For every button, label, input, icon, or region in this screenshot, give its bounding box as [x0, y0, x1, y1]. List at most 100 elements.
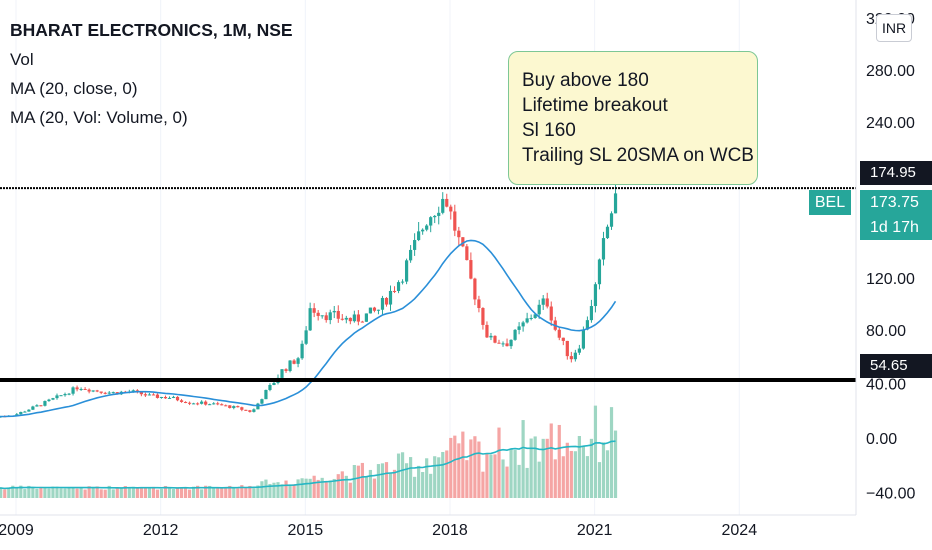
volume-bar — [280, 484, 284, 498]
candle-body — [537, 304, 541, 315]
volume-bar — [252, 488, 256, 498]
candle-body — [308, 308, 312, 331]
legend-ma-close[interactable]: MA (20, close, 0) — [10, 79, 138, 98]
volume-bar — [55, 486, 59, 498]
candle-body — [272, 382, 276, 386]
volume-bar — [183, 488, 188, 498]
x-tick-label: 2021 — [577, 522, 613, 539]
last-price-value: 173.75 — [870, 194, 919, 211]
legend-ma-volume[interactable]: MA (20, Vol: Volume, 0) — [10, 108, 188, 127]
candle-body — [179, 400, 184, 402]
volume-bar — [91, 487, 95, 498]
volume-bar — [31, 487, 35, 498]
volume-bar — [493, 454, 497, 498]
volume-bar — [139, 487, 143, 498]
candle-body — [445, 198, 449, 207]
candle-body — [107, 392, 111, 394]
volume-bar — [473, 436, 477, 498]
candle-body — [473, 278, 477, 300]
currency-label[interactable]: INR — [876, 14, 912, 42]
candle-body — [111, 392, 115, 394]
volume-bar — [224, 487, 228, 498]
candle-body — [521, 322, 525, 327]
candle-body — [356, 314, 360, 322]
candle-body — [565, 340, 569, 357]
volume-bar — [549, 423, 553, 498]
volume-bar — [272, 482, 276, 498]
candle-body — [465, 246, 469, 261]
candle-body — [187, 402, 192, 404]
candle-body — [501, 343, 505, 345]
volume-bar — [11, 485, 15, 498]
volume-bar — [340, 471, 344, 498]
candle-body — [280, 369, 284, 378]
volume-bar — [300, 478, 304, 498]
note-callout[interactable]: Buy above 180 Lifetime breakout Sl 160 T… — [508, 51, 758, 185]
volume-bar — [3, 489, 7, 498]
volume-bar — [175, 488, 180, 498]
candle-body — [593, 284, 598, 307]
candle-body — [43, 401, 47, 406]
volume-bar — [489, 454, 493, 498]
candle-body — [131, 390, 135, 392]
candle-body — [485, 324, 489, 338]
candle-body — [549, 306, 553, 321]
volume-bar — [107, 485, 111, 498]
volume-bar — [429, 473, 433, 498]
candle-body — [409, 249, 413, 261]
legend-vol[interactable]: Vol — [10, 50, 34, 69]
candle-body — [312, 308, 316, 313]
volume-bar — [63, 488, 67, 498]
candle-body — [513, 329, 517, 340]
candle-body — [437, 212, 441, 216]
candle-body — [167, 397, 172, 399]
volume-bar — [187, 489, 192, 498]
volume-bar — [192, 486, 196, 498]
candle-body — [569, 356, 573, 360]
volume-bar — [557, 424, 561, 498]
candle-body — [228, 405, 232, 408]
candle-body — [284, 369, 288, 372]
volume-bar — [589, 438, 594, 498]
candle-body — [103, 392, 107, 394]
candle-body — [561, 337, 565, 341]
candle-body — [605, 226, 610, 239]
candle-body — [352, 314, 356, 322]
volume-bar — [372, 478, 377, 498]
volume-bar — [87, 486, 91, 498]
volume-bar — [569, 450, 573, 498]
volume-bar — [517, 464, 521, 498]
volume-bar — [35, 488, 39, 498]
candle-body — [509, 339, 513, 347]
volume-bar — [131, 486, 135, 498]
candle-body — [200, 401, 204, 404]
last-price-tag: 173.75 1d 17h — [860, 190, 932, 240]
x-tick-label: 2018 — [432, 522, 468, 539]
candle-body — [91, 390, 95, 392]
volume-bar — [0, 487, 3, 498]
candle-body — [577, 348, 581, 353]
candle-body — [332, 310, 336, 313]
candle-body — [143, 394, 147, 396]
candle-body — [240, 407, 244, 410]
volume-bar — [163, 485, 168, 498]
candle-body — [601, 238, 606, 260]
candle-body — [31, 406, 35, 410]
candle-body — [585, 320, 590, 330]
candle-body — [364, 313, 368, 322]
volume-bar — [276, 482, 280, 498]
volume-bar — [159, 488, 164, 498]
candle-body — [388, 290, 393, 305]
candle-body — [380, 297, 385, 310]
volume-bar — [392, 469, 397, 498]
candle-body — [35, 405, 39, 407]
volume-bar — [400, 452, 405, 498]
candle-body — [344, 317, 348, 320]
volume-bar — [248, 485, 252, 498]
volume-bar — [537, 461, 541, 498]
volume-bar — [27, 485, 31, 498]
candle-body — [296, 358, 300, 364]
volume-bar — [404, 463, 409, 498]
volume-bar — [597, 462, 602, 498]
candle-body — [360, 321, 364, 323]
